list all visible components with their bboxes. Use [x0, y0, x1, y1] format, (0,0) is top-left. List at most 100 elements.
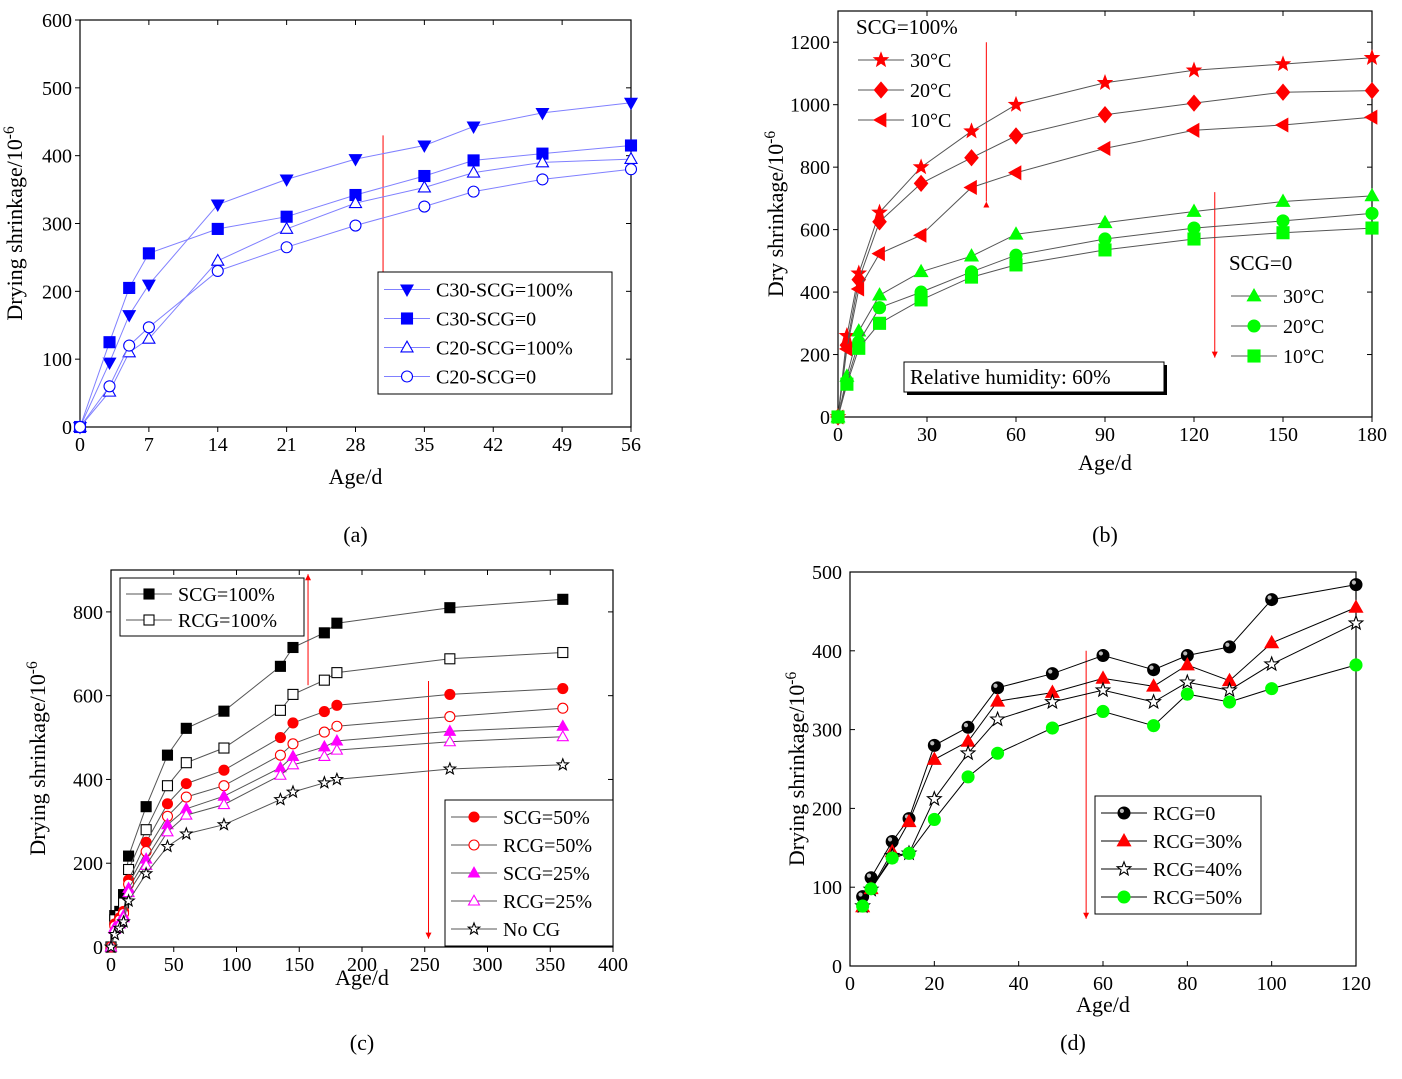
- data-point-d-0-shine: [1183, 651, 1188, 656]
- data-point-a-0: [279, 174, 294, 187]
- data-point-c-3: [218, 780, 230, 792]
- data-point-d-0-shine: [930, 741, 935, 746]
- data-point-c-6: [112, 920, 127, 935]
- data-point-d-1: [1348, 599, 1364, 613]
- legend-label-d: RCG=50%: [1153, 887, 1242, 909]
- series-a-2: [73, 151, 638, 432]
- data-point-d-0: [1265, 593, 1279, 607]
- x-tick-label-c: 0: [106, 954, 116, 976]
- legend-a-0: C30-SCG=100% C30-SCG=0 C20-SCG=100% C20-SCG…: [377, 271, 613, 395]
- data-point-b-2: [871, 246, 885, 262]
- legend-marker-d: [1115, 860, 1133, 877]
- data-point-c-1: [287, 688, 299, 700]
- data-point-b-2: [1363, 109, 1378, 125]
- data-point-d-0: [991, 681, 1005, 695]
- data-point-b-5: [914, 293, 928, 307]
- data-point-a-1: [142, 247, 155, 260]
- data-point-c-3: [180, 791, 192, 803]
- x-tick-label-c: 250: [410, 954, 440, 976]
- y-tick-label-d: 100: [812, 877, 842, 899]
- legend-label-a: C20-SCG=0: [436, 367, 536, 389]
- data-point-d-2: [1094, 681, 1112, 698]
- data-point-d-3: [1147, 719, 1161, 733]
- data-point-b-4: [872, 301, 887, 315]
- data-point-d-0-shine: [887, 837, 893, 842]
- data-point-c-0: [444, 602, 456, 614]
- data-point-b-2: [1185, 122, 1200, 138]
- data-point-b-5: [1187, 232, 1201, 246]
- legend-marker-c: [467, 894, 481, 906]
- data-point-d-3: [991, 746, 1005, 760]
- y-tick-label-d: 400: [812, 641, 842, 663]
- data-point-d-0-shine: [1098, 651, 1103, 656]
- data-point-d-0: [961, 720, 975, 734]
- data-point-d-2: [1347, 614, 1365, 631]
- data-point-a-1: [123, 281, 136, 294]
- legend-label-c: SCG=25%: [503, 863, 590, 885]
- x-tick-label-c: 200: [347, 954, 377, 976]
- data-point-b-0: [1274, 55, 1292, 72]
- data-point-a-1: [211, 222, 224, 235]
- y-tick-label-b: 0: [820, 407, 830, 429]
- data-point-c-6: [103, 939, 119, 954]
- data-point-d-0-shine: [1351, 580, 1356, 585]
- data-point-c-1: [140, 824, 152, 836]
- data-point-a-3: [536, 173, 549, 186]
- data-point-c-0: [274, 660, 286, 672]
- x-tick-label-c: 150: [284, 954, 314, 976]
- data-point-a-0: [141, 279, 156, 292]
- data-point-a-0: [535, 107, 550, 121]
- data-point-c-1: [557, 646, 569, 659]
- data-point-b-4: [1098, 232, 1112, 246]
- data-point-b-5: [840, 377, 854, 391]
- data-point-b-4: [1187, 221, 1201, 235]
- data-point-a-0: [624, 97, 638, 111]
- y-tick-label-a: 200: [42, 281, 72, 303]
- chart-d: 0 20 40 60 80 100 120 0 100 200 300 400 500 Age/d Dryi…: [783, 562, 1371, 1055]
- data-point-d-3: [1349, 658, 1363, 672]
- data-point-d-3: [1180, 687, 1194, 701]
- data-point-c-5: [556, 729, 570, 742]
- data-point-b-3: [1008, 226, 1024, 240]
- data-point-d-0: [927, 738, 941, 752]
- data-point-c-0: [161, 749, 174, 761]
- data-point-c-5: [179, 808, 193, 820]
- data-point-d-2: [1145, 693, 1162, 710]
- data-point-d-0-shine: [993, 683, 998, 688]
- y-tick-label-b: 1000: [790, 95, 830, 117]
- x-tick-label-d: 60: [1093, 973, 1113, 995]
- data-point-c-3: [287, 738, 299, 750]
- data-point-c-1: [161, 780, 174, 792]
- x-tick-label-b: 150: [1268, 424, 1298, 446]
- legend-marker-a: [400, 284, 414, 297]
- x-tick-label-d: 0: [845, 973, 855, 995]
- y-axis-title-exp-c: -6: [24, 661, 41, 674]
- data-point-b-0: [1363, 49, 1381, 65]
- legend-label-c: SCG=100%: [178, 584, 275, 606]
- data-point-a-3: [123, 339, 136, 352]
- legend-marker-d-shine: [1119, 808, 1124, 813]
- data-point-d-3: [1045, 721, 1059, 735]
- data-point-d-1: [960, 733, 976, 747]
- data-point-d-1: [926, 751, 942, 765]
- y-tick-label-c: 200: [73, 853, 103, 875]
- data-point-d-1: [1179, 656, 1195, 671]
- data-point-b-2: [1274, 117, 1289, 133]
- legend-marker-a: [400, 340, 414, 353]
- legend-marker-c: [143, 588, 155, 600]
- data-point-d-1: [1146, 678, 1162, 692]
- x-tick-label-a: 42: [483, 434, 503, 456]
- data-point-b-4: [1365, 206, 1379, 220]
- data-point-d-0: [1223, 640, 1236, 654]
- data-point-b-5: [1009, 258, 1023, 272]
- x-tick-label-a: 49: [552, 434, 572, 456]
- data-point-c-5: [273, 768, 287, 780]
- data-point-a-1: [103, 336, 116, 349]
- legend-marker-d: [1117, 890, 1131, 904]
- data-point-b-1: [913, 174, 929, 193]
- data-point-d-0: [1147, 663, 1161, 677]
- data-point-a-3: [280, 241, 293, 254]
- data-point-c-6: [138, 866, 154, 880]
- data-point-a-3: [349, 219, 362, 232]
- x-axis-title-b: Age/d: [1078, 450, 1132, 475]
